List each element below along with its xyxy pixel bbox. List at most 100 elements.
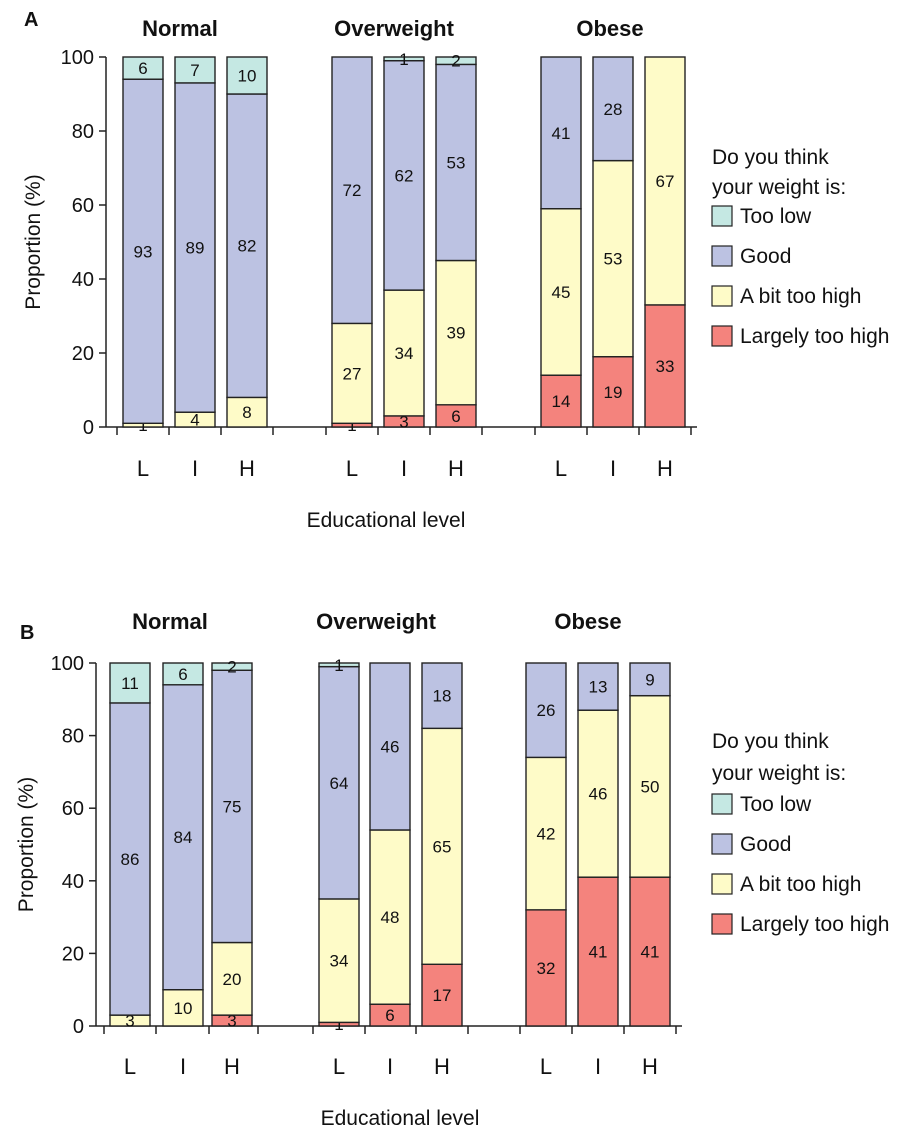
panel-a-bar-obese-i-good — [592, 56, 634, 162]
panel-b-bar-normal-i-a-bit-too-high — [162, 989, 204, 1027]
panel-b-legend-title-line-2: your weight is: — [712, 762, 846, 785]
panel-b-bar-overweight-h-good — [421, 662, 463, 730]
panel-b-bar-normal-h-a-bit-too-high-label: 20 — [223, 970, 242, 989]
panel-a-bar-overweight-h-good-label: 53 — [447, 153, 466, 172]
panel-a-legend-swatch-too-low — [711, 205, 733, 227]
panel-b-legend-swatch-good — [711, 833, 733, 855]
panel-a-x-category-label-obese-l: L — [555, 456, 567, 481]
panel-b-y-tick-label: 0 — [73, 1016, 84, 1038]
panel-a-legend-label-good: Good — [740, 245, 791, 268]
panel-a-legend-label-too-low: Too low — [740, 205, 812, 228]
panel-b-bar-overweight-i-good — [369, 662, 411, 831]
panel-b-bar-overweight-h-largely-too-high — [421, 963, 463, 1027]
panel-b-legend-swatch-a-bit-too-high — [711, 873, 733, 895]
panel-b-bar-obese-l-a-bit-too-high-label: 42 — [537, 825, 556, 844]
panel-a-y-tick-label: 0 — [83, 417, 94, 439]
panel-a-bar-normal-i-good-label: 89 — [186, 239, 205, 258]
panel-b-bar-overweight-l-good-label: 64 — [330, 774, 349, 793]
panel-a-bar-normal-h-too-low-label: 10 — [238, 67, 257, 86]
panel-b-x-category-label-normal-l: L — [124, 1054, 136, 1079]
panel-b-x-category-label-obese-h: H — [642, 1054, 658, 1079]
panel-b-bar-obese-i-a-bit-too-high-label: 46 — [589, 785, 608, 804]
panel-a-bar-normal-l-a-bit-too-high-label: 1 — [138, 416, 147, 435]
panel-b-x-axis-title: Educational level — [321, 1107, 480, 1130]
panel-a-label: A — [24, 9, 38, 31]
panel-a-bar-normal-l-too-low-label: 6 — [138, 59, 147, 78]
panel-b-bar-obese-l-a-bit-too-high — [525, 756, 567, 911]
panel-b-bar-normal-i-too-low — [162, 662, 204, 686]
panel-b-legend-label-largely-too-high: Largely too high — [740, 913, 889, 936]
panel-a-bar-overweight-l-a-bit-too-high-label: 27 — [343, 364, 362, 383]
panel-b-bar-obese-i-a-bit-too-high — [577, 709, 619, 878]
panel-b-x-category-label-overweight-h: H — [434, 1054, 450, 1079]
panel-a-group-title-overweight: Overweight — [334, 16, 454, 41]
panel-a-bar-normal-i-too-low-label: 7 — [190, 61, 199, 80]
panel-b-legend-label-a-bit-too-high: A bit too high — [740, 873, 861, 896]
panel-b-group-title-obese: Obese — [554, 609, 621, 634]
panel-a-y-axis-title: Proportion (%) — [22, 174, 45, 309]
panel-a-bar-overweight-i-too-low — [383, 56, 425, 62]
panel-b-bar-overweight-l-too-low — [318, 662, 360, 668]
panel-a-bar-obese-i-a-bit-too-high — [592, 159, 634, 358]
panel-b-y-axis-title: Proportion (%) — [15, 777, 38, 912]
panel-a-legend-title-line-2: your weight is: — [712, 176, 846, 199]
panel-a-bar-overweight-h-good — [435, 63, 477, 262]
panel-a-legend-swatch-a-bit-too-high — [711, 285, 733, 307]
panel-b-y-tick-label: 40 — [62, 871, 84, 893]
panel-b-legend-label-too-low: Too low — [740, 793, 812, 816]
panel-a-bar-overweight-l-good-label: 72 — [343, 181, 362, 200]
panel-b-group-title-overweight: Overweight — [316, 609, 436, 634]
panel-b-bar-normal-l-a-bit-too-high-label: 3 — [125, 1012, 134, 1031]
panel-b-bar-obese-i-largely-too-high — [577, 876, 619, 1027]
panel-b-x-category-label-obese-l: L — [540, 1054, 552, 1079]
panel-a-bar-obese-l-good-label: 41 — [552, 124, 571, 143]
panel-a-group-title-obese: Obese — [576, 16, 643, 41]
panel-b-legend-label-good: Good — [740, 833, 791, 856]
panel-a-legend-label-a-bit-too-high: A bit too high — [740, 285, 861, 308]
panel-a-y-tick-label: 20 — [72, 343, 94, 365]
panel-a-x-axis-title: Educational level — [307, 509, 466, 532]
panel-a-y-tick-label: 40 — [72, 269, 94, 291]
panel-a-x-category-label-normal-i: I — [192, 456, 198, 481]
panel-a-bar-overweight-i-a-bit-too-high — [383, 289, 425, 417]
panel-a-y-tick-label: 60 — [72, 195, 94, 217]
panel-a-bar-obese-l-largely-too-high — [540, 374, 582, 428]
panel-a-bar-overweight-h-a-bit-too-high-label: 39 — [447, 324, 466, 343]
panel-b-legend-title-line-1: Do you think — [712, 730, 829, 753]
panel-b-bar-obese-h-good — [629, 662, 671, 697]
panel-b-bar-obese-i-largely-too-high-label: 41 — [589, 943, 608, 962]
panel-b-bar-overweight-l-a-bit-too-high-label: 34 — [330, 952, 349, 971]
panel-b-bar-obese-h-good-label: 9 — [645, 670, 654, 689]
panel-b-bar-overweight-l-too-low-label: 1 — [334, 656, 343, 675]
panel-a-bar-obese-i-a-bit-too-high-label: 53 — [604, 250, 623, 269]
panel-a-x-category-label-overweight-i: I — [401, 456, 407, 481]
panel-a-bar-overweight-h-a-bit-too-high — [435, 259, 477, 406]
panel-a-legend-label-largely-too-high: Largely too high — [740, 325, 889, 348]
panel-a-bar-overweight-l-good — [331, 56, 373, 325]
panel-a-bar-obese-l-a-bit-too-high — [540, 207, 582, 376]
panel-a-bar-overweight-i-a-bit-too-high-label: 34 — [395, 344, 414, 363]
panel-b-bar-normal-l-good — [109, 702, 151, 1016]
panel-b-bar-obese-i-good — [577, 662, 619, 711]
panel-b-bar-normal-l-too-low-label: 11 — [121, 674, 139, 693]
panel-b-bar-obese-l-good-label: 26 — [537, 701, 556, 720]
panel-a-y-tick-label: 100 — [61, 47, 94, 69]
panel-b-bar-obese-h-largely-too-high-label: 41 — [641, 943, 660, 962]
panel-a-bar-overweight-l-largely-too-high-label: 1 — [347, 416, 356, 435]
panel-a-bar-overweight-l-a-bit-too-high — [331, 322, 373, 424]
panel-b-bar-normal-i-too-low-label: 6 — [178, 665, 187, 684]
panel-a-bar-normal-h-good — [226, 93, 268, 399]
panel-a-bar-overweight-i-good — [383, 60, 425, 291]
panel-a-x-category-label-obese-i: I — [610, 456, 616, 481]
panel-b-bar-obese-h-a-bit-too-high — [629, 694, 671, 878]
panel-a-x-category-label-normal-l: L — [137, 456, 149, 481]
panel-b-bar-normal-h-too-low — [211, 662, 253, 671]
panel-b-y-tick-label: 100 — [51, 653, 84, 675]
panel-b-bar-normal-i-good — [162, 684, 204, 991]
panel-a-x-category-label-obese-h: H — [657, 456, 673, 481]
panel-b-bar-overweight-l-largely-too-high-label: 1 — [334, 1015, 343, 1034]
panel-b-bar-normal-h-good-label: 75 — [223, 797, 242, 816]
panel-a-bar-obese-l-good — [540, 56, 582, 210]
panel-a-bar-normal-l-too-low — [122, 56, 164, 80]
